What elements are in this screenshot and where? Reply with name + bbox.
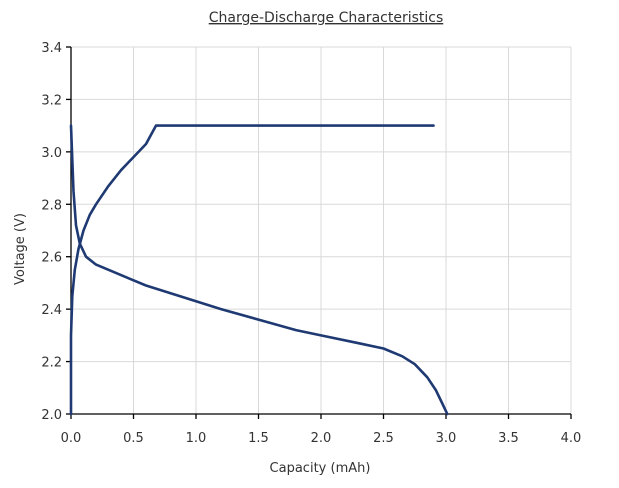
x-tick-label: 1.0	[186, 431, 207, 446]
x-tick-label: 2.0	[311, 431, 332, 446]
x-tick-label: 1.5	[248, 431, 269, 446]
series-lines	[69, 124, 449, 416]
y-tick-label: 2.6	[41, 251, 62, 266]
tick-labels: 0.0 0.5 1.0 1.5 2.0 2.5 3.0 3.5 4.0 2.0 2.2 2.4 2.6 2…	[41, 41, 581, 446]
y-axis-label: Voltage (V)	[13, 213, 28, 285]
chart-title: Charge-Discharge Characteristics	[209, 10, 444, 26]
y-tick-label: 2.8	[41, 198, 62, 213]
x-tick-label: 2.5	[373, 431, 394, 446]
x-tick-label: 3.5	[498, 431, 519, 446]
x-tick-label: 0.0	[61, 431, 82, 446]
x-tick-label: 4.0	[561, 431, 582, 446]
x-tick-label: 0.5	[123, 431, 144, 446]
y-tick-label: 2.2	[41, 356, 62, 371]
axes	[66, 46, 572, 419]
grid-lines	[70, 46, 572, 415]
x-axis-label: Capacity (mAh)	[270, 461, 371, 476]
y-tick-label: 2.4	[41, 303, 62, 318]
series-line-2	[69, 124, 449, 416]
y-tick-label: 3.0	[41, 146, 62, 161]
y-tick-label: 3.4	[41, 41, 62, 56]
y-tick-label: 2.0	[41, 408, 62, 423]
x-tick-label: 3.0	[436, 431, 457, 446]
series-line-1	[69, 124, 435, 416]
y-tick-label: 3.2	[41, 93, 62, 108]
